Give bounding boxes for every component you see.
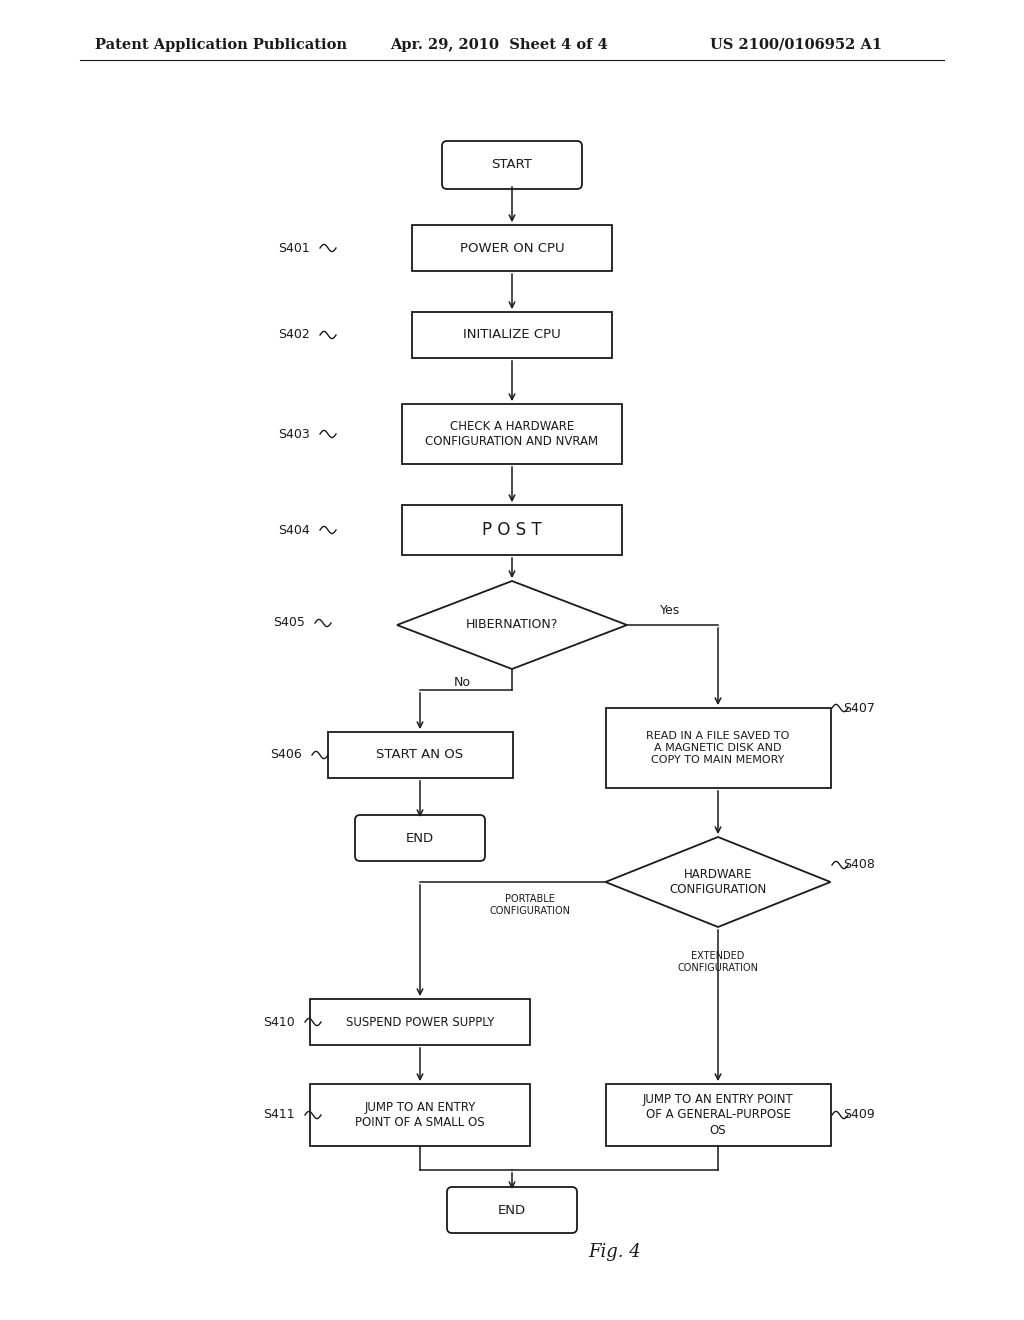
Text: JUMP TO AN ENTRY
POINT OF A SMALL OS: JUMP TO AN ENTRY POINT OF A SMALL OS xyxy=(355,1101,484,1129)
Text: JUMP TO AN ENTRY POINT
OF A GENERAL-PURPOSE
OS: JUMP TO AN ENTRY POINT OF A GENERAL-PURP… xyxy=(643,1093,794,1137)
FancyBboxPatch shape xyxy=(310,999,530,1045)
Text: EXTENDED
CONFIGURATION: EXTENDED CONFIGURATION xyxy=(678,952,759,973)
Text: READ IN A FILE SAVED TO
A MAGNETIC DISK AND
COPY TO MAIN MEMORY: READ IN A FILE SAVED TO A MAGNETIC DISK … xyxy=(646,731,790,764)
Text: POWER ON CPU: POWER ON CPU xyxy=(460,242,564,255)
Text: S408: S408 xyxy=(843,858,874,871)
Text: HARDWARE
CONFIGURATION: HARDWARE CONFIGURATION xyxy=(670,869,767,896)
Text: S410: S410 xyxy=(263,1015,295,1028)
FancyBboxPatch shape xyxy=(605,708,830,788)
Text: Apr. 29, 2010  Sheet 4 of 4: Apr. 29, 2010 Sheet 4 of 4 xyxy=(390,38,608,51)
FancyBboxPatch shape xyxy=(442,141,582,189)
Text: No: No xyxy=(454,676,470,689)
Text: END: END xyxy=(498,1204,526,1217)
FancyBboxPatch shape xyxy=(447,1187,577,1233)
FancyBboxPatch shape xyxy=(412,224,612,271)
FancyBboxPatch shape xyxy=(412,312,612,358)
Text: S409: S409 xyxy=(843,1109,874,1122)
FancyBboxPatch shape xyxy=(402,506,622,554)
Text: S407: S407 xyxy=(843,701,874,714)
FancyBboxPatch shape xyxy=(310,1084,530,1146)
Text: CHECK A HARDWARE
CONFIGURATION AND NVRAM: CHECK A HARDWARE CONFIGURATION AND NVRAM xyxy=(425,420,599,447)
Text: PORTABLE
CONFIGURATION: PORTABLE CONFIGURATION xyxy=(489,894,570,916)
Text: START: START xyxy=(492,158,532,172)
Text: US 2100/0106952 A1: US 2100/0106952 A1 xyxy=(710,38,882,51)
Text: S405: S405 xyxy=(273,616,305,630)
Text: INITIALIZE CPU: INITIALIZE CPU xyxy=(463,329,561,342)
Polygon shape xyxy=(605,837,830,927)
FancyBboxPatch shape xyxy=(402,404,622,465)
Text: S402: S402 xyxy=(279,329,310,342)
Text: P O S T: P O S T xyxy=(482,521,542,539)
Text: S404: S404 xyxy=(279,524,310,536)
Text: END: END xyxy=(406,832,434,845)
FancyBboxPatch shape xyxy=(355,814,485,861)
Text: S401: S401 xyxy=(279,242,310,255)
FancyBboxPatch shape xyxy=(605,1084,830,1146)
Text: Patent Application Publication: Patent Application Publication xyxy=(95,38,347,51)
Text: START AN OS: START AN OS xyxy=(377,748,464,762)
Text: SUSPEND POWER SUPPLY: SUSPEND POWER SUPPLY xyxy=(346,1015,495,1028)
Text: S406: S406 xyxy=(270,748,302,762)
Text: S403: S403 xyxy=(279,428,310,441)
Text: Yes: Yes xyxy=(660,603,680,616)
Text: Fig. 4: Fig. 4 xyxy=(589,1243,641,1261)
Text: HIBERNATION?: HIBERNATION? xyxy=(466,619,558,631)
Polygon shape xyxy=(397,581,627,669)
Text: S411: S411 xyxy=(263,1109,295,1122)
FancyBboxPatch shape xyxy=(328,733,512,777)
